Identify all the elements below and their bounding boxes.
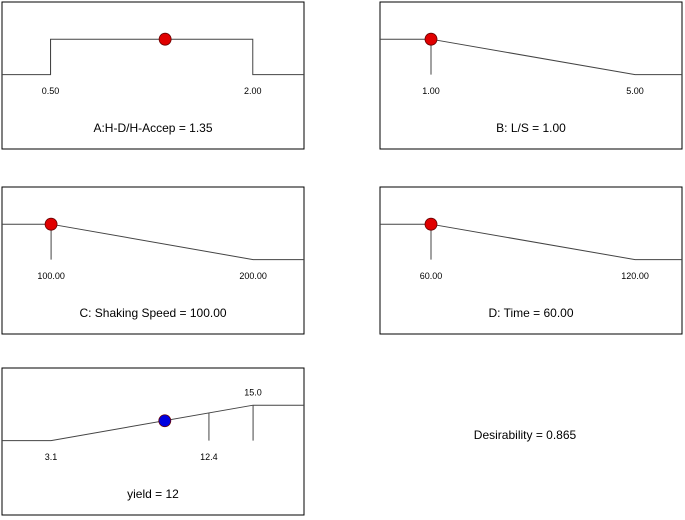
panel-title: D: Time = 60.00 (488, 306, 573, 320)
panel-title: B: L/S = 1.00 (496, 121, 566, 135)
tick-label: 1.00 (422, 86, 440, 96)
ramp-line (2, 223, 304, 261)
panel-frame (379, 1, 683, 150)
ramp-line (380, 38, 682, 76)
desirability-label: Desirability = 0.865 (474, 428, 577, 442)
tick-label: 0.50 (42, 86, 60, 96)
ramp-line (2, 38, 304, 76)
ramp-line (380, 223, 682, 261)
tick-label: 100.00 (37, 271, 65, 281)
current-point (158, 32, 172, 46)
tick-label: 12.4 (200, 452, 218, 462)
panel-frame (379, 186, 683, 335)
panel-frame (1, 186, 305, 335)
panel-title: yield = 12 (127, 487, 179, 501)
current-point (424, 32, 438, 46)
panel-title: C: Shaking Speed = 100.00 (79, 306, 226, 320)
tick-label: 5.00 (626, 86, 644, 96)
tick-label: 120.00 (621, 271, 649, 281)
current-point (44, 217, 58, 231)
panel-title: A:H-D/H-Accep = 1.35 (93, 121, 212, 135)
tick-label: 60.00 (420, 271, 443, 281)
tick-label: 3.1 (45, 452, 58, 462)
ramp-line (2, 404, 304, 442)
current-point (424, 217, 438, 231)
current-point (158, 414, 172, 428)
tick-label: 200.00 (239, 271, 267, 281)
tick-label: 15.0 (244, 388, 262, 398)
panel-frame (1, 1, 305, 150)
tick-label: 2.00 (244, 86, 262, 96)
panel-frame (1, 367, 305, 516)
